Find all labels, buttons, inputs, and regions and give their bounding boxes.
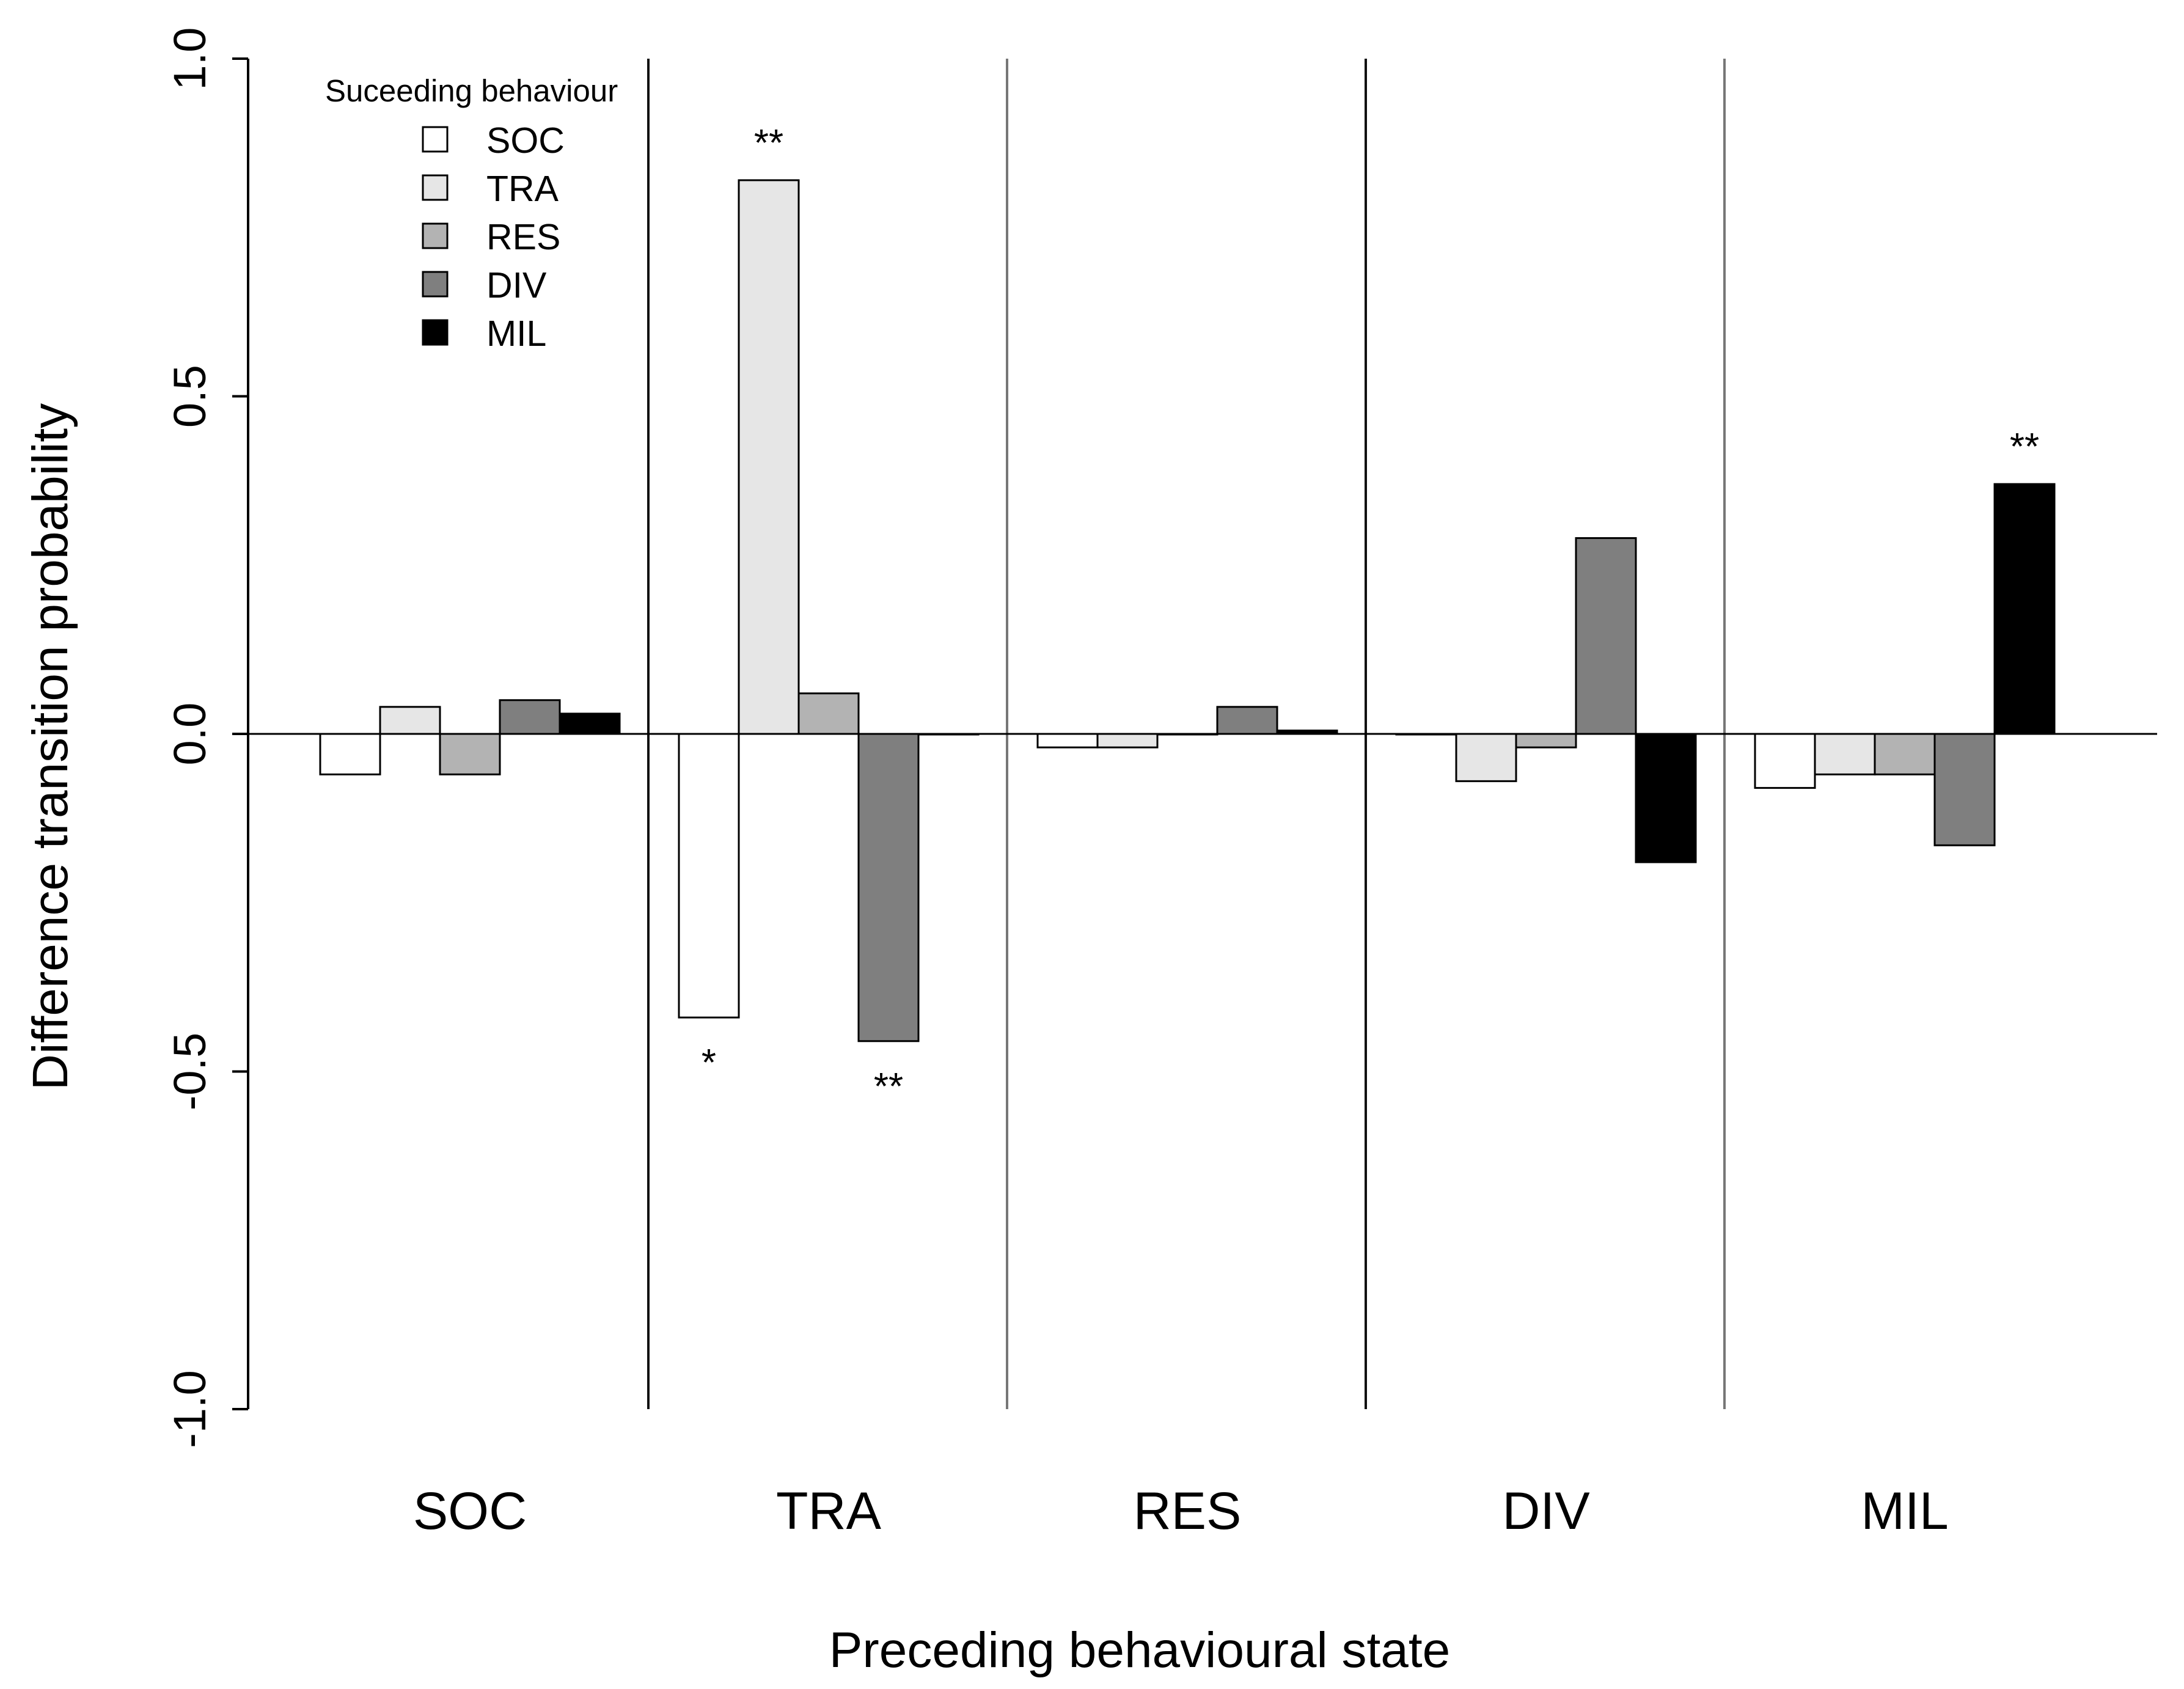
significance-marker: ** [754,122,783,164]
bars [319,179,2056,1042]
significance-marker: ** [2010,426,2039,468]
bar-mil-res [1874,733,1936,775]
legend-label-tra: TRA [486,169,559,209]
y-tick-label: 0.5 [164,365,215,428]
legend-swatch-res [422,222,449,249]
bar-res-res [1156,733,1218,736]
bar-tra-res [797,692,860,735]
legend-swatch-div [422,271,449,298]
bar-res-div [1216,706,1278,735]
legend-label-res: RES [486,217,560,257]
bar-soc-mil [559,713,621,735]
bar-tra-tra [738,179,800,735]
y-tick-label: -1.0 [164,1370,215,1448]
legend-swatch-mil [422,319,449,346]
legend-label-div: DIV [486,265,547,306]
bar-res-mil [1276,729,1338,735]
bar-mil-div [1933,733,1996,846]
bar-soc-res [439,733,501,775]
bar-div-soc [1395,733,1457,736]
y-tick-label: 0.0 [164,703,215,766]
x-axis-labels: SOC TRA RES DIV MIL [413,1482,1949,1541]
bar-tra-div [857,733,920,1042]
category-label-mil: MIL [1861,1482,1948,1541]
bar-div-res [1515,733,1577,749]
significance-marker: ** [874,1066,903,1108]
bar-mil-tra [1814,733,1876,775]
bar-div-tra [1455,733,1517,782]
bar-res-soc [1036,733,1099,749]
bar-tra-soc [678,733,740,1019]
legend-label-soc: SOC [486,120,565,161]
bar-soc-soc [319,733,381,775]
y-tick-label: 1.0 [164,27,215,90]
significance-marker: * [702,1042,716,1084]
bar-mil-soc [1754,733,1816,789]
category-label-tra: TRA [776,1482,882,1541]
bar-div-mil [1635,733,1697,863]
legend-swatch-tra [422,174,449,201]
category-label-soc: SOC [413,1482,527,1541]
bar-mil-mil [1993,483,2056,735]
legend-label-mil: MIL [486,313,546,354]
legend-swatch-soc [422,126,449,153]
category-label-res: RES [1134,1482,1242,1541]
bar-div-div [1575,537,1637,735]
x-axis-title: Preceding behavioural state [829,1622,1451,1678]
y-axis-title: Difference transition probability [23,403,78,1090]
bar-soc-div [499,699,561,735]
bar-tra-mil [917,733,980,736]
bar-soc-tra [379,706,441,735]
y-axis: -1.0 -0.5 0.0 0.5 1.0 [164,27,249,1448]
significance-annotations: ******* [702,122,2039,1108]
bar-res-tra [1096,733,1159,749]
legend-title: Suceeding behaviour [325,73,618,108]
y-tick-label: -0.5 [164,1033,215,1111]
category-label-div: DIV [1502,1482,1589,1541]
legend: Suceeding behaviour SOC TRA RES DIV MIL [325,73,618,354]
